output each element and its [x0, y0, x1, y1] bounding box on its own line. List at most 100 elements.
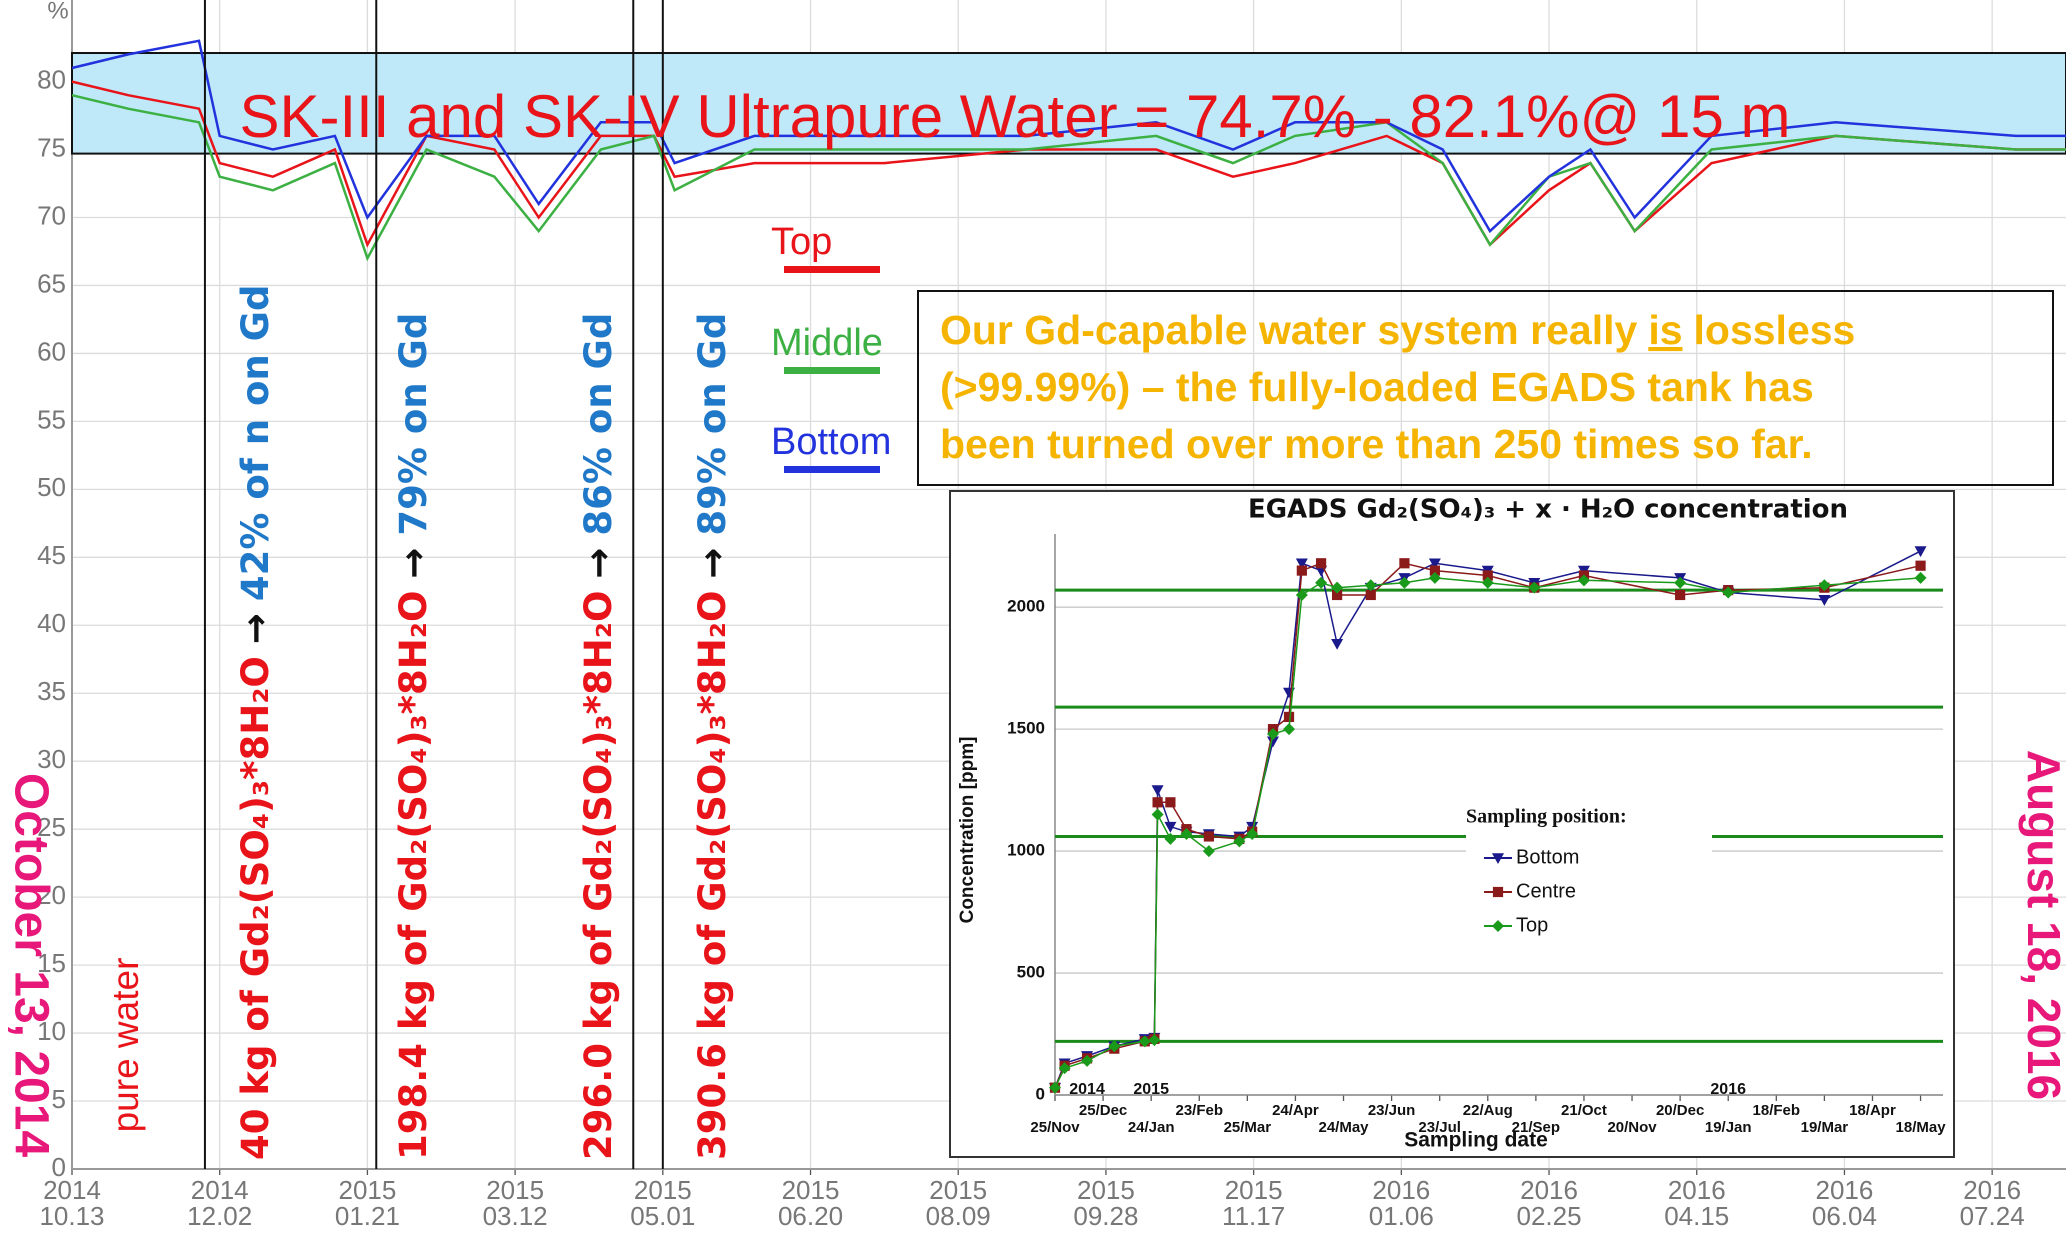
y-tick-label: 35	[37, 676, 66, 706]
event-arrow: →	[234, 613, 277, 644]
series-line	[71, 93, 2066, 262]
point	[1203, 831, 1214, 842]
point	[1151, 785, 1164, 797]
point	[1058, 1062, 1071, 1075]
legend-marker	[1492, 886, 1504, 898]
legend-marker	[1492, 853, 1504, 864]
y-tick-label: 75	[37, 132, 66, 162]
x-tick-label: 24/Apr	[1272, 1102, 1319, 1119]
x-tick-label: 21/Sep	[1512, 1119, 1560, 1136]
x-tick-label: 2015 05.01	[630, 1175, 695, 1231]
point	[1914, 571, 1927, 584]
x-tick-label: 2015 03.12	[483, 1175, 548, 1231]
x-tick-label: 22/Aug	[1463, 1102, 1513, 1119]
chart-title: SK-III and SK-IV Ultrapure Water = 74.7%…	[239, 83, 1790, 150]
legend-marker	[1492, 920, 1504, 932]
year-label: 2014	[1069, 1081, 1105, 1098]
x-tick-label: 23/Feb	[1175, 1102, 1223, 1119]
event-arrow: →	[392, 548, 435, 579]
x-tick-label: 2016 07.24	[1960, 1175, 2025, 1231]
y-tick-label: 45	[37, 540, 66, 570]
x-tick-label: 25/Dec	[1079, 1102, 1127, 1119]
x-tick-label: 23/Jul	[1418, 1119, 1461, 1136]
y-tick-label: 55	[37, 404, 66, 434]
point	[1722, 586, 1735, 599]
point	[1315, 576, 1328, 589]
y-tick-label: 40	[37, 608, 66, 638]
legend-swatch	[784, 367, 880, 374]
note-emphasis: is	[1648, 307, 1682, 353]
point	[1295, 588, 1308, 601]
year-label: 2015	[1133, 1081, 1169, 1098]
note-text: Our Gd-capable water system really	[940, 307, 1637, 353]
point	[1283, 711, 1295, 723]
point	[1152, 797, 1163, 808]
x-tick-label: 25/Nov	[1030, 1119, 1080, 1136]
point	[1202, 845, 1215, 858]
y-unit: %	[47, 0, 68, 24]
y-tick-label: 0	[1036, 1084, 1045, 1103]
y-tick-label: 10	[37, 1016, 66, 1046]
legend-label: Centre	[1516, 880, 1576, 902]
start-note: October 13, 2014	[4, 773, 57, 1158]
event-load: 40 kg of Gd₂(SO₄)₃*8H₂O	[234, 656, 277, 1160]
x-tick-label: 19/Mar	[1801, 1119, 1849, 1136]
x-axis-label: Sampling date	[1404, 1129, 1548, 1152]
point	[1674, 576, 1687, 589]
event-result: 89% on Gd	[691, 313, 734, 536]
x-tick-label: 25/Mar	[1224, 1119, 1272, 1136]
legend-title: Sampling position:	[1466, 806, 1627, 828]
pure-water-note: pure water	[105, 958, 146, 1133]
x-tick-label: 18/Apr	[1849, 1102, 1896, 1119]
x-tick-label: 18/May	[1896, 1119, 1947, 1136]
point	[1296, 565, 1307, 576]
legend-label: Bottom	[1516, 846, 1579, 868]
series-line	[71, 39, 2066, 234]
note-line: been turned over more than 250 times so …	[940, 421, 1813, 467]
event-result: 42% of n on Gd	[234, 285, 277, 602]
point	[1365, 589, 1376, 601]
note-text: lossless	[1694, 307, 1856, 353]
event-annotation: 296.0 kg of Gd₂(SO₄)₃*8H₂O → 86% on Gd	[577, 313, 620, 1160]
x-tick-label: 24/Jan	[1128, 1119, 1175, 1136]
x-tick-label: 2015 01.21	[335, 1175, 400, 1231]
x-tick-label: 2016 01.06	[1369, 1175, 1434, 1231]
y-tick-label: 65	[37, 268, 66, 298]
legend-label: Top	[771, 221, 832, 263]
point	[1399, 558, 1410, 569]
event-annotation: 40 kg of Gd₂(SO₄)₃*8H₂O → 42% of n on Gd	[234, 285, 277, 1160]
note-box	[917, 290, 2054, 486]
inset-chart: 0 500 1000 1500 2000 25/Nov25/Dec24/Jan23/Feb…	[949, 490, 1955, 1158]
y-tick-label: 500	[1017, 963, 1045, 982]
x-tick-label: 2014 10.13	[39, 1175, 104, 1231]
event-arrow: →	[691, 548, 734, 579]
legend-label: Top	[1516, 914, 1548, 936]
x-tick-label: 20/Dec	[1656, 1102, 1704, 1119]
point	[1331, 638, 1344, 650]
x-tick-label: 2015 06.20	[778, 1175, 843, 1231]
legend-label: Middle	[771, 322, 883, 364]
year-label: 2016	[1710, 1081, 1746, 1098]
point	[1577, 574, 1590, 587]
y-axis-label: Concentration [ppm]	[957, 737, 978, 924]
event-load: 390.6 kg of Gd₂(SO₄)₃*8H₂O	[691, 591, 734, 1160]
y-tick-label: 20	[37, 880, 66, 910]
band	[71, 52, 2066, 155]
point	[1481, 576, 1494, 589]
point	[1528, 581, 1541, 594]
point	[1151, 808, 1164, 821]
point	[1081, 1054, 1094, 1067]
x-tick-label: 2016 02.25	[1516, 1175, 1581, 1231]
event-result: 79% on Gd	[392, 313, 435, 536]
end-note: August 18, 2016	[2018, 750, 2066, 1100]
point	[1818, 579, 1831, 592]
point	[1138, 1035, 1151, 1048]
y-tick-label: 15	[37, 948, 66, 978]
point	[1180, 828, 1193, 841]
y-tick-label: 70	[37, 200, 66, 230]
x-tick-label: 2015 08.09	[926, 1175, 991, 1231]
point	[1364, 579, 1377, 592]
legend-box	[1466, 798, 1712, 948]
point	[1675, 589, 1686, 601]
